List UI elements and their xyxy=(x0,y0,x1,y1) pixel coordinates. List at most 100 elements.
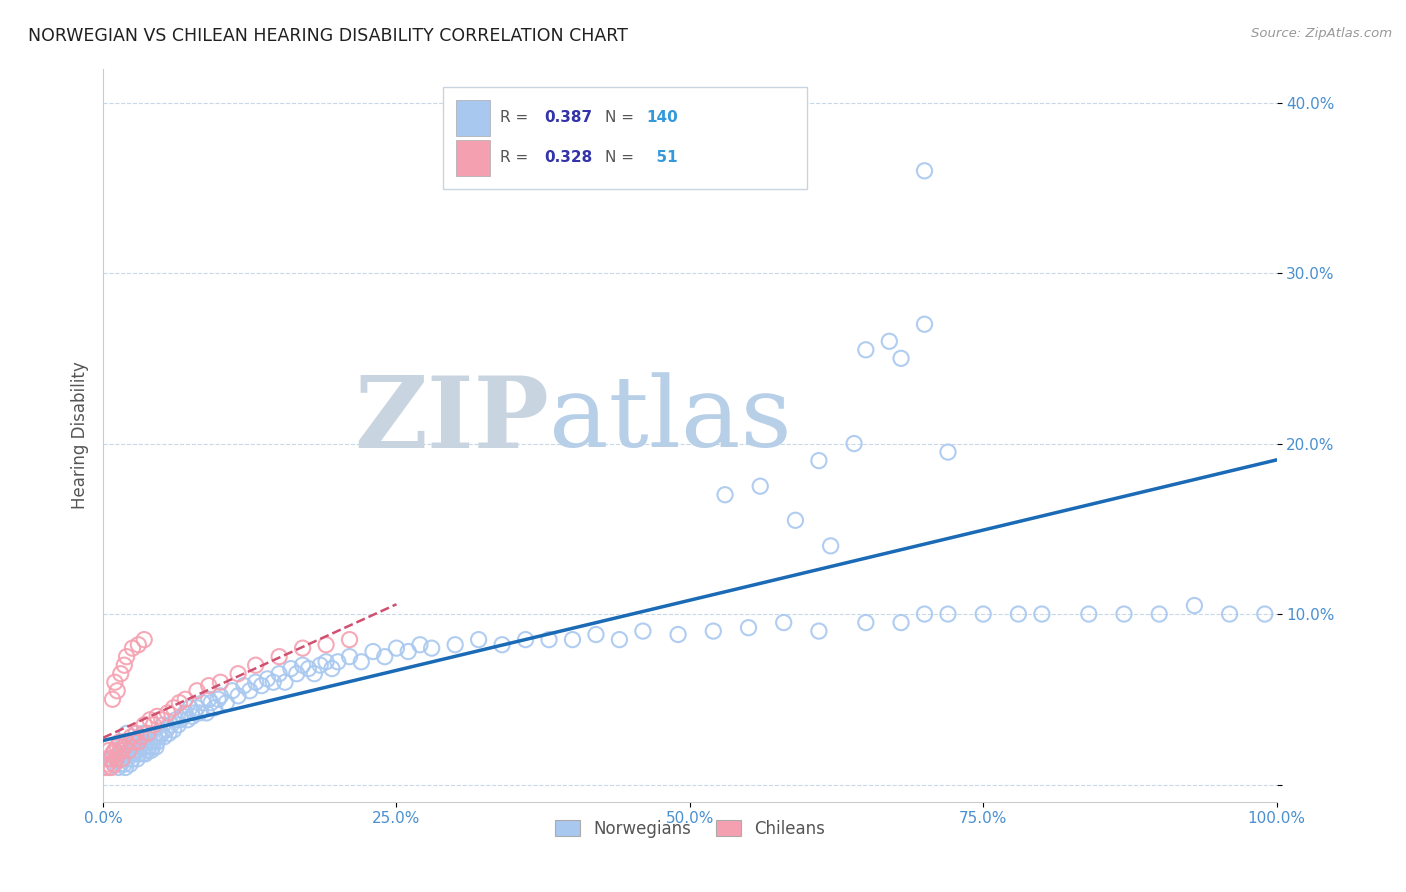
Text: 51: 51 xyxy=(647,151,678,165)
Point xyxy=(104,675,127,690)
Point xyxy=(118,743,141,757)
Point xyxy=(914,317,936,331)
Point xyxy=(115,726,138,740)
Point xyxy=(142,718,165,732)
Point xyxy=(936,445,959,459)
Point xyxy=(209,689,232,703)
Point xyxy=(396,644,419,658)
Point xyxy=(105,752,128,766)
Point xyxy=(1077,607,1099,621)
Point xyxy=(120,730,142,744)
Text: N =: N = xyxy=(606,110,640,125)
Point xyxy=(146,735,169,749)
Point xyxy=(108,735,131,749)
Point xyxy=(315,638,337,652)
Point xyxy=(152,718,174,732)
Point xyxy=(914,607,936,621)
Point xyxy=(127,735,149,749)
Point xyxy=(609,632,631,647)
Point xyxy=(197,692,219,706)
Point xyxy=(361,644,384,658)
Point xyxy=(132,747,155,761)
Point xyxy=(1184,599,1206,613)
Text: 0.328: 0.328 xyxy=(544,151,592,165)
Point xyxy=(274,675,297,690)
Point xyxy=(245,658,267,673)
Point xyxy=(1219,607,1241,621)
Point xyxy=(107,760,129,774)
Point xyxy=(111,752,134,766)
Point xyxy=(100,760,122,774)
Text: 0.387: 0.387 xyxy=(544,110,592,125)
Point xyxy=(297,662,319,676)
FancyBboxPatch shape xyxy=(443,87,807,189)
Point xyxy=(1007,607,1029,621)
Point xyxy=(141,743,163,757)
Point xyxy=(107,747,129,761)
Point xyxy=(148,726,170,740)
Point xyxy=(807,453,830,467)
Point xyxy=(807,624,830,639)
Point xyxy=(127,747,149,761)
Point xyxy=(160,718,183,732)
Point xyxy=(174,692,197,706)
Point xyxy=(631,624,654,639)
Point xyxy=(285,666,308,681)
Text: Source: ZipAtlas.com: Source: ZipAtlas.com xyxy=(1251,27,1392,40)
Point xyxy=(125,743,148,757)
Point xyxy=(115,735,138,749)
Point xyxy=(232,679,254,693)
Point xyxy=(269,649,291,664)
Point xyxy=(101,692,124,706)
Point xyxy=(114,760,136,774)
Point xyxy=(131,735,153,749)
Point xyxy=(134,718,156,732)
Point xyxy=(146,709,169,723)
Point xyxy=(245,675,267,690)
Point xyxy=(250,679,273,693)
Point xyxy=(204,701,226,715)
Point xyxy=(112,739,135,754)
FancyBboxPatch shape xyxy=(457,140,491,177)
Point xyxy=(115,649,138,664)
Point xyxy=(150,713,173,727)
Point xyxy=(972,607,994,621)
Point xyxy=(153,730,176,744)
Text: R =: R = xyxy=(499,110,533,125)
Point xyxy=(110,666,132,681)
Point xyxy=(309,658,332,673)
Point xyxy=(120,757,142,772)
Point xyxy=(842,436,865,450)
Point xyxy=(191,696,214,710)
Point xyxy=(269,666,291,681)
Point xyxy=(129,730,152,744)
Point xyxy=(104,743,127,757)
Point xyxy=(561,632,583,647)
Point xyxy=(128,743,150,757)
Point xyxy=(155,723,177,737)
Point xyxy=(666,627,689,641)
Point xyxy=(98,752,121,766)
Point xyxy=(127,735,149,749)
Point xyxy=(121,739,143,754)
Point xyxy=(181,709,204,723)
Text: atlas: atlas xyxy=(548,373,792,468)
Point xyxy=(176,713,198,727)
Point xyxy=(165,713,187,727)
Point xyxy=(134,747,156,761)
Point xyxy=(145,739,167,754)
Point xyxy=(112,752,135,766)
Point xyxy=(122,735,145,749)
Point xyxy=(143,730,166,744)
Point xyxy=(1254,607,1277,621)
Point xyxy=(162,723,184,737)
Point xyxy=(195,706,218,720)
Point xyxy=(172,709,194,723)
Point xyxy=(167,718,190,732)
Point xyxy=(101,747,124,761)
Point xyxy=(339,632,361,647)
Point xyxy=(98,743,121,757)
Point xyxy=(112,735,135,749)
Text: N =: N = xyxy=(606,151,640,165)
Point xyxy=(142,735,165,749)
